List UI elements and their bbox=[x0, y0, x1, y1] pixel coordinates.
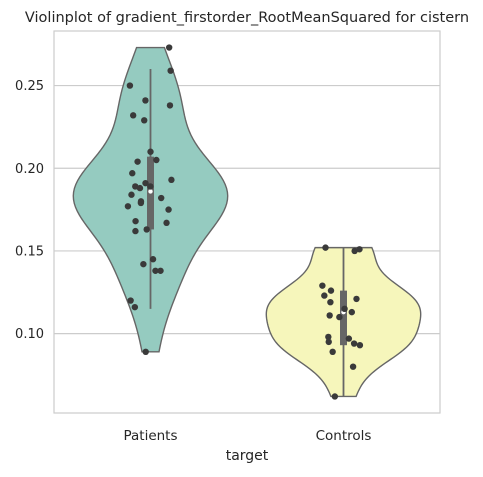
data-point bbox=[341, 305, 348, 313]
data-point bbox=[157, 267, 164, 274]
x-tick-label: Patients bbox=[123, 428, 177, 444]
data-point bbox=[322, 244, 329, 251]
data-point bbox=[158, 194, 165, 202]
data-point bbox=[143, 226, 150, 233]
data-point bbox=[129, 170, 136, 177]
data-point bbox=[167, 67, 174, 74]
data-point bbox=[327, 299, 334, 306]
y-tick-label: 0.20 bbox=[15, 162, 44, 177]
data-point bbox=[345, 335, 353, 342]
data-point bbox=[166, 102, 174, 109]
data-point bbox=[153, 156, 160, 164]
data-points bbox=[124, 44, 364, 400]
box-median bbox=[148, 189, 153, 194]
data-point bbox=[349, 363, 357, 370]
data-point bbox=[147, 183, 154, 190]
data-point bbox=[353, 295, 360, 303]
data-point bbox=[163, 219, 170, 227]
data-point bbox=[351, 247, 358, 255]
data-point bbox=[128, 191, 135, 198]
data-point bbox=[142, 348, 149, 356]
data-point bbox=[326, 312, 333, 319]
data-point bbox=[325, 338, 332, 346]
data-point bbox=[126, 82, 134, 89]
data-point bbox=[336, 313, 343, 321]
data-point bbox=[132, 227, 139, 235]
data-point bbox=[356, 342, 364, 349]
x-tick-labels: Patients Controls bbox=[123, 428, 371, 444]
data-point bbox=[142, 179, 149, 187]
plot-frame bbox=[53, 30, 441, 414]
data-point bbox=[165, 44, 173, 51]
data-point bbox=[137, 199, 145, 207]
x-tick-label: Controls bbox=[316, 428, 372, 444]
data-point bbox=[168, 176, 175, 184]
data-point bbox=[124, 203, 132, 210]
data-point bbox=[325, 333, 332, 341]
data-point bbox=[327, 287, 335, 294]
data-point bbox=[142, 97, 149, 104]
y-tick-label: 0.15 bbox=[15, 244, 44, 259]
data-point bbox=[141, 117, 148, 124]
chart-title: Violinplot of gradient_firstorder_RootMe… bbox=[25, 10, 469, 26]
box-iqr bbox=[340, 290, 347, 346]
data-point bbox=[350, 340, 358, 347]
y-tick-labels: 0.10 0.15 0.20 0.25 bbox=[15, 79, 44, 342]
y-tick-label: 0.25 bbox=[15, 79, 44, 94]
data-point bbox=[131, 303, 139, 311]
data-point bbox=[329, 348, 336, 356]
data-point bbox=[165, 206, 172, 213]
data-point bbox=[129, 112, 137, 119]
y-tick-label: 0.10 bbox=[15, 327, 44, 342]
data-point bbox=[331, 393, 339, 400]
data-point bbox=[134, 158, 141, 165]
data-point bbox=[132, 217, 139, 225]
data-point bbox=[136, 184, 144, 192]
data-point bbox=[147, 148, 154, 155]
data-point bbox=[356, 246, 363, 253]
data-point bbox=[348, 308, 355, 316]
violins bbox=[72, 46, 422, 398]
data-point bbox=[149, 256, 157, 263]
data-point bbox=[152, 267, 159, 274]
data-point bbox=[127, 297, 134, 304]
data-point bbox=[140, 260, 147, 268]
data-point bbox=[321, 292, 328, 299]
x-axis-label: target bbox=[226, 448, 269, 464]
data-point bbox=[319, 282, 326, 289]
